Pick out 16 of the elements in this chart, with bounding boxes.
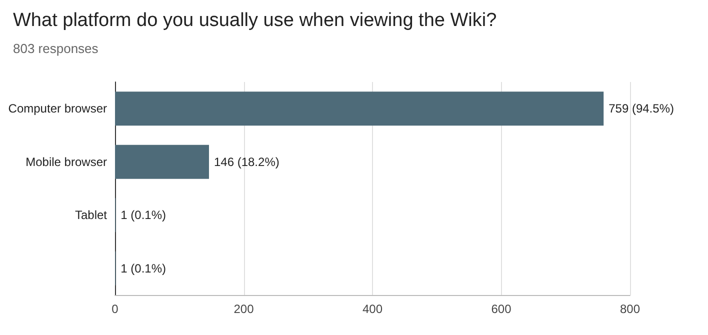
x-tick-label: 800	[620, 302, 640, 316]
chart-title: What platform do you usually use when viewing the Wiki?	[13, 10, 497, 31]
data-label: 146 (18.2%)	[214, 154, 280, 169]
y-tick-label: Computer browser	[8, 102, 107, 116]
x-tick-label: 600	[491, 302, 512, 316]
bar	[115, 144, 209, 179]
data-label: 1 (0.1%)	[120, 208, 166, 222]
data-label: 1 (0.1%)	[120, 261, 166, 276]
chart-subtitle: 803 responses	[13, 41, 99, 56]
x-tick-label: 400	[362, 302, 383, 316]
x-tick-label: 0	[112, 302, 119, 316]
x-tick-label: 200	[234, 302, 254, 316]
bar	[115, 92, 604, 126]
y-tick-label: Mobile browser	[26, 154, 107, 169]
data-label: 759 (94.5%)	[608, 102, 674, 116]
y-tick-label: Tablet	[74, 208, 108, 222]
